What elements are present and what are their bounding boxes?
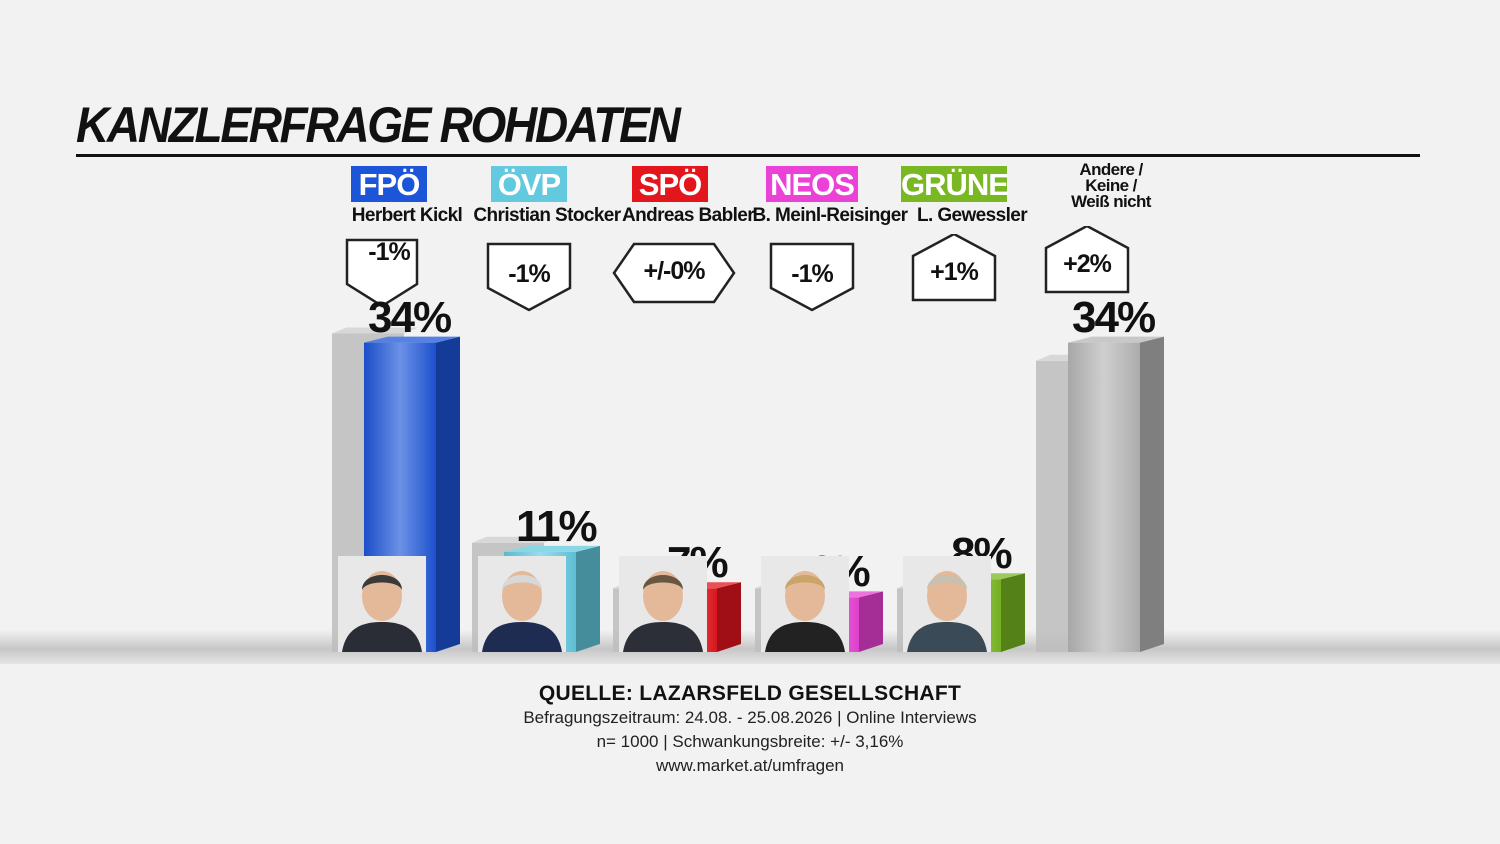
change-value: -1%: [791, 260, 833, 288]
change-arrow-shape: [612, 242, 736, 304]
current-bar-side: [1001, 573, 1025, 652]
candidate-name: Herbert Kickl: [351, 205, 463, 226]
source-sample: n= 1000 | Schwankungsbreite: +/- 3,16%: [596, 732, 904, 751]
change-indicator: -1%: [324, 234, 454, 314]
candidate-portrait: [478, 556, 566, 652]
page-title: KANZLERFRAGE ROHDATEN: [76, 97, 681, 153]
change-arrow-shape: [769, 242, 855, 312]
candidate-name: Christian Stocker: [473, 205, 621, 226]
candidate-name: Andreas Babler: [621, 205, 755, 226]
party-badge: SPÖ: [632, 166, 708, 202]
current-bar-side: [576, 545, 600, 652]
candidate-name: L. Gewessler: [916, 205, 1028, 226]
candidate-portrait: [903, 556, 991, 652]
change-indicator: +2%: [1022, 226, 1152, 306]
party-badge: GRÜNE: [901, 166, 1009, 202]
current-bar-top: [1068, 336, 1164, 343]
change-value: +1%: [930, 258, 979, 286]
current-bar-top: [364, 336, 460, 343]
source-title: QUELLE: LAZARSFELD GESELLSCHAFT: [538, 682, 962, 705]
value-label: 34%: [368, 292, 452, 342]
current-bar-side: [1140, 336, 1164, 652]
bar-group: Andere / Keine / Weiß nicht +2% 34%: [1036, 0, 1186, 660]
change-arrow-shape: [1044, 226, 1130, 294]
floor-shadow: [0, 630, 1500, 664]
bar-group: FPÖ Herbert Kickl -1% 34%: [332, 0, 482, 660]
change-arrow-shape: [486, 242, 572, 312]
candidate-portrait: [338, 556, 426, 652]
previous-bar-top: [472, 536, 559, 543]
change-value: -1%: [508, 260, 550, 288]
current-bar-side: [859, 591, 883, 652]
bar-group: ÖVP Christian Stocker -1% 11%: [472, 0, 622, 660]
source-url: www.market.at/umfragen: [655, 756, 844, 775]
value-label: 11%: [516, 501, 598, 551]
change-indicator: -1%: [464, 238, 594, 318]
current-bar-side: [717, 582, 741, 652]
candidate-portrait: [619, 556, 707, 652]
party-badge: FPÖ: [351, 166, 427, 202]
bar-graphic: [1036, 336, 1164, 652]
current-bar: [1068, 342, 1140, 652]
change-indicator: -1%: [747, 238, 877, 318]
other-label-line: Keine /: [1085, 176, 1137, 195]
candidate-portrait: [761, 556, 849, 652]
previous-bar-top: [332, 327, 419, 334]
change-value: -1%: [368, 238, 410, 266]
title-divider: [76, 154, 1420, 157]
change-indicator: +/-0%: [609, 236, 739, 316]
other-label-line: Andere /: [1079, 160, 1143, 179]
change-value: +2%: [1063, 250, 1112, 278]
source-block: QUELLE: LAZARSFELD GESELLSCHAFT Befragun…: [0, 682, 1500, 778]
change-value: +/-0%: [643, 257, 705, 285]
current-bar-side: [436, 336, 460, 652]
change-indicator: +1%: [889, 234, 1019, 314]
other-label-line: Weiß nicht: [1071, 192, 1151, 211]
source-period: Befragungszeitraum: 24.08. - 25.08.2026 …: [523, 708, 977, 727]
party-badge: NEOS: [766, 166, 858, 202]
other-category-label: Andere / Keine / Weiß nicht: [1026, 160, 1196, 211]
current-bar-top: [504, 545, 600, 552]
candidate-name: B. Meinl-Reisinger: [752, 205, 909, 226]
change-arrow-shape: [345, 238, 419, 308]
party-badge: ÖVP: [491, 166, 567, 202]
bar-group: GRÜNE L. Gewessler +1% 8%: [897, 0, 1047, 660]
value-label: 34%: [1072, 292, 1156, 342]
change-arrow-shape: [911, 234, 997, 302]
